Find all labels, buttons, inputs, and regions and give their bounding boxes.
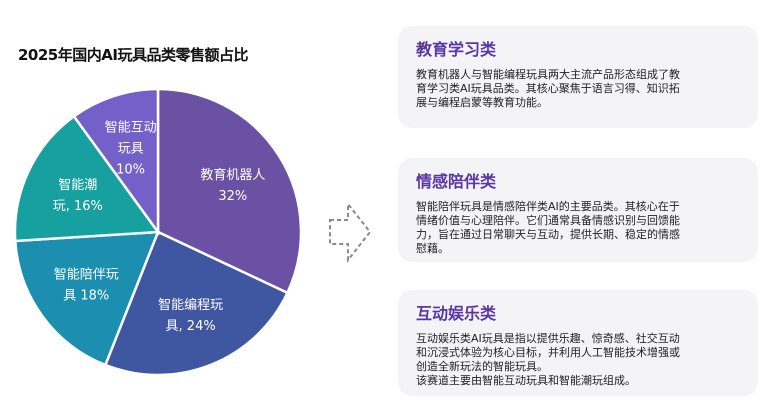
pie-slice xyxy=(13,114,161,243)
slice-label: 智能陪伴玩具 18% xyxy=(54,268,119,304)
card-entertainment: 互动娱乐类 互动娱乐类AI玩具是指以提供乐趣、惊奇感、社交互动 和沉浸式体验为核… xyxy=(398,290,758,396)
card-title: 教育学习类 xyxy=(416,40,497,59)
card-body: 互动娱乐类AI玩具是指以提供乐趣、惊奇感、社交互动 和沉浸式体验为核心目标，并利… xyxy=(416,332,680,387)
card-title: 情感陪伴类 xyxy=(416,172,497,191)
pie-slice xyxy=(103,230,290,377)
dashed-right-arrow-icon xyxy=(329,201,372,263)
card-body: 智能陪伴玩具是情感陪伴类AI的主要品类。其核心在于 情绪价值与心理陪伴。它们通常… xyxy=(416,200,680,255)
pie-chart: 教育机器人 32% 智能编程玩具, 24% 智能陪伴玩具 18% 智能潮玩, 16%智能… xyxy=(13,87,303,377)
chart-title: 2025年国内AI玩具品类零售额占比 xyxy=(18,46,248,64)
slice-label: 智能互动玩具 10% xyxy=(105,121,157,178)
pie-slice xyxy=(13,230,160,367)
pie-slice xyxy=(72,87,160,236)
card-education: 教育学习类 教育机器人与智能编程玩具两大主流产品形态组成了教 育学习类AI玩具品… xyxy=(398,26,758,128)
slice-label: 智能潮玩, 16% xyxy=(53,178,103,214)
slice-label: 智能编程玩具, 24% xyxy=(158,298,223,334)
card-companion: 情感陪伴类 智能陪伴玩具是情感陪伴类AI的主要品类。其核心在于 情绪价值与心理陪… xyxy=(398,158,758,262)
pie-slice xyxy=(156,87,303,295)
card-title: 互动娱乐类 xyxy=(416,304,497,323)
slice-label: 教育机器人 32% xyxy=(200,167,265,204)
card-body: 教育机器人与智能编程玩具两大主流产品形态组成了教 育学习类AI玩具品类。其核心聚… xyxy=(416,68,680,109)
